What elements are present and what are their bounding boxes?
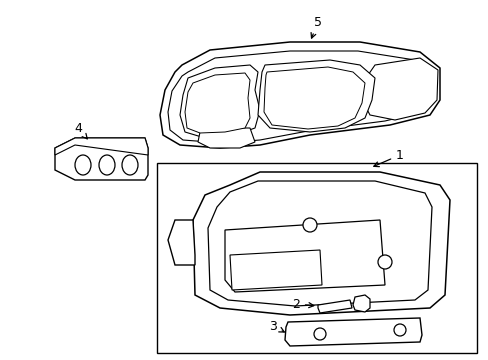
Ellipse shape — [75, 155, 91, 175]
Polygon shape — [352, 295, 369, 312]
Text: 2: 2 — [291, 297, 313, 310]
Polygon shape — [193, 172, 449, 315]
Bar — [157, 163, 476, 353]
Polygon shape — [160, 42, 439, 148]
Circle shape — [303, 218, 316, 232]
Circle shape — [393, 324, 405, 336]
Polygon shape — [55, 138, 148, 180]
Ellipse shape — [122, 155, 138, 175]
Polygon shape — [168, 220, 195, 265]
Polygon shape — [361, 58, 437, 120]
Polygon shape — [198, 128, 254, 148]
Circle shape — [313, 328, 325, 340]
Polygon shape — [55, 138, 148, 155]
Polygon shape — [258, 60, 374, 132]
Text: 4: 4 — [74, 122, 87, 139]
Polygon shape — [168, 51, 431, 143]
Text: 1: 1 — [373, 149, 403, 167]
Polygon shape — [317, 300, 351, 313]
Polygon shape — [229, 250, 321, 290]
Text: 5: 5 — [310, 15, 321, 38]
Polygon shape — [207, 181, 431, 306]
Polygon shape — [264, 67, 364, 129]
Polygon shape — [180, 65, 260, 138]
Circle shape — [377, 255, 391, 269]
Polygon shape — [224, 220, 384, 292]
Polygon shape — [285, 318, 421, 346]
Ellipse shape — [99, 155, 115, 175]
Text: 3: 3 — [268, 320, 284, 333]
Polygon shape — [184, 73, 249, 133]
